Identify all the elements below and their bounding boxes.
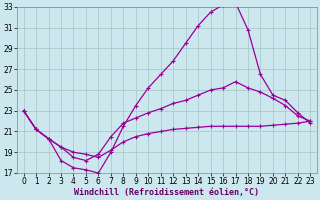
X-axis label: Windchill (Refroidissement éolien,°C): Windchill (Refroidissement éolien,°C) <box>75 188 260 197</box>
